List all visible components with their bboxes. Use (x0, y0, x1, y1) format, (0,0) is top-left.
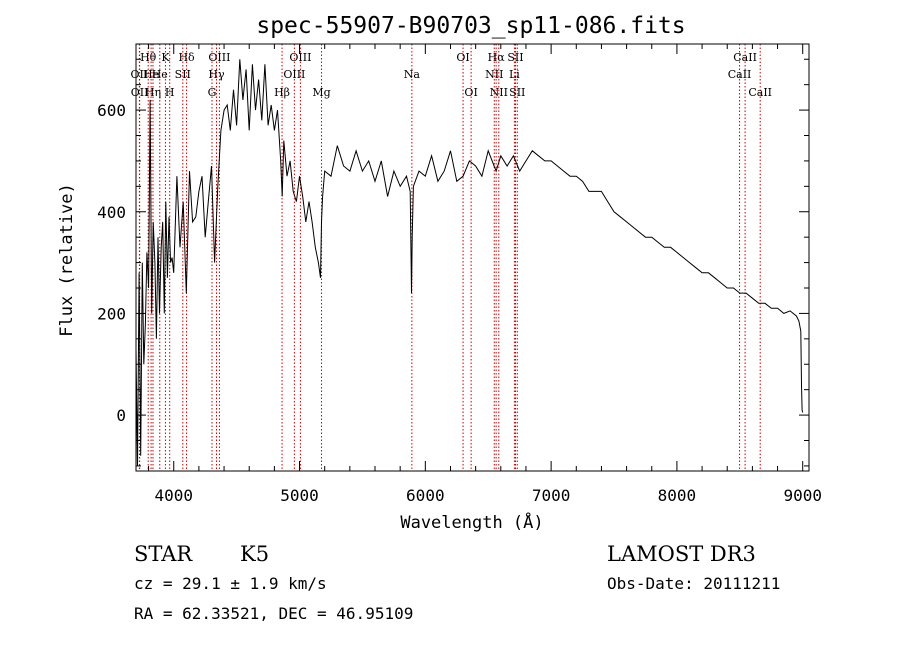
spectral-line-label: CaII (728, 68, 752, 81)
spectral-line-label: OIII (208, 51, 230, 64)
spectral-line-label: OII (131, 86, 149, 99)
spectral-line-label: Hθ (140, 51, 157, 64)
spectral-line-label: CaII (733, 51, 757, 64)
spectral-line-label: SII (509, 86, 525, 99)
spectral-line-label: CaII (748, 86, 772, 99)
spectral-line-label: Na (404, 68, 421, 81)
spectral-line-label: OIII (283, 68, 305, 81)
x-tick-label: 6000 (406, 486, 445, 505)
survey-name: LAMOST DR3 (607, 542, 756, 566)
spectral-line-label: Hα (488, 51, 506, 64)
x-axis: 4000 5000 6000 7000 8000 9000 (148, 44, 822, 505)
spectral-line-label: He (152, 68, 168, 81)
y-axis-label: Flux (relative) (57, 183, 77, 337)
coordinates: RA = 62.33521, DEC = 46.95109 (134, 604, 413, 623)
y-tick-label: 200 (97, 304, 126, 323)
spectral-line-label: NII (490, 86, 508, 99)
spectral-line-label: SII (507, 51, 523, 64)
spectral-line-label: H (165, 86, 175, 99)
x-tick-label: 4000 (154, 486, 193, 505)
y-axis: 0 200 400 600 (97, 58, 809, 467)
object-subclass: K5 (240, 542, 269, 566)
spectral-line-label: K (161, 51, 170, 64)
plot-frame (135, 43, 810, 472)
spectral-line-label: OIII (289, 51, 311, 64)
spectral-line-label: NII (485, 68, 503, 81)
spectral-line-label: Hη (145, 86, 161, 99)
y-tick-label: 0 (116, 406, 126, 425)
spectral-line-label: Mg (312, 86, 330, 99)
spectral-line-label: Hδ (178, 51, 195, 64)
x-tick-label: 9000 (783, 486, 822, 505)
y-tick-label: 600 (97, 101, 126, 120)
x-tick-label: 7000 (532, 486, 571, 505)
spectral-line-label: OI (456, 51, 469, 64)
x-tick-label: 8000 (658, 486, 697, 505)
spectrum-line (135, 59, 804, 466)
chart-title: spec-55907-B90703_sp11-086.fits (256, 13, 685, 39)
obs-date: Obs-Date: 20111211 (607, 574, 780, 593)
object-class: STAR (134, 542, 193, 566)
x-axis-label: Wavelength (Å) (400, 511, 543, 533)
spectral-line-label: Li (509, 68, 520, 81)
y-tick-label: 400 (97, 203, 126, 222)
spectral-line-label: Hβ (274, 86, 290, 99)
x-tick-label: 5000 (280, 486, 319, 505)
spectral-line-label: SII (175, 68, 191, 81)
redshift-value: cz = 29.1 ± 1.9 km/s (134, 574, 327, 593)
spectral-line-label: OII (131, 68, 149, 81)
spectral-line-label: OI (464, 86, 477, 99)
line-markers (138, 44, 761, 471)
spectral-line-label: G (208, 86, 217, 99)
spectral-line-label: Hγ (208, 68, 225, 81)
spectral-line-label: He (143, 68, 159, 81)
